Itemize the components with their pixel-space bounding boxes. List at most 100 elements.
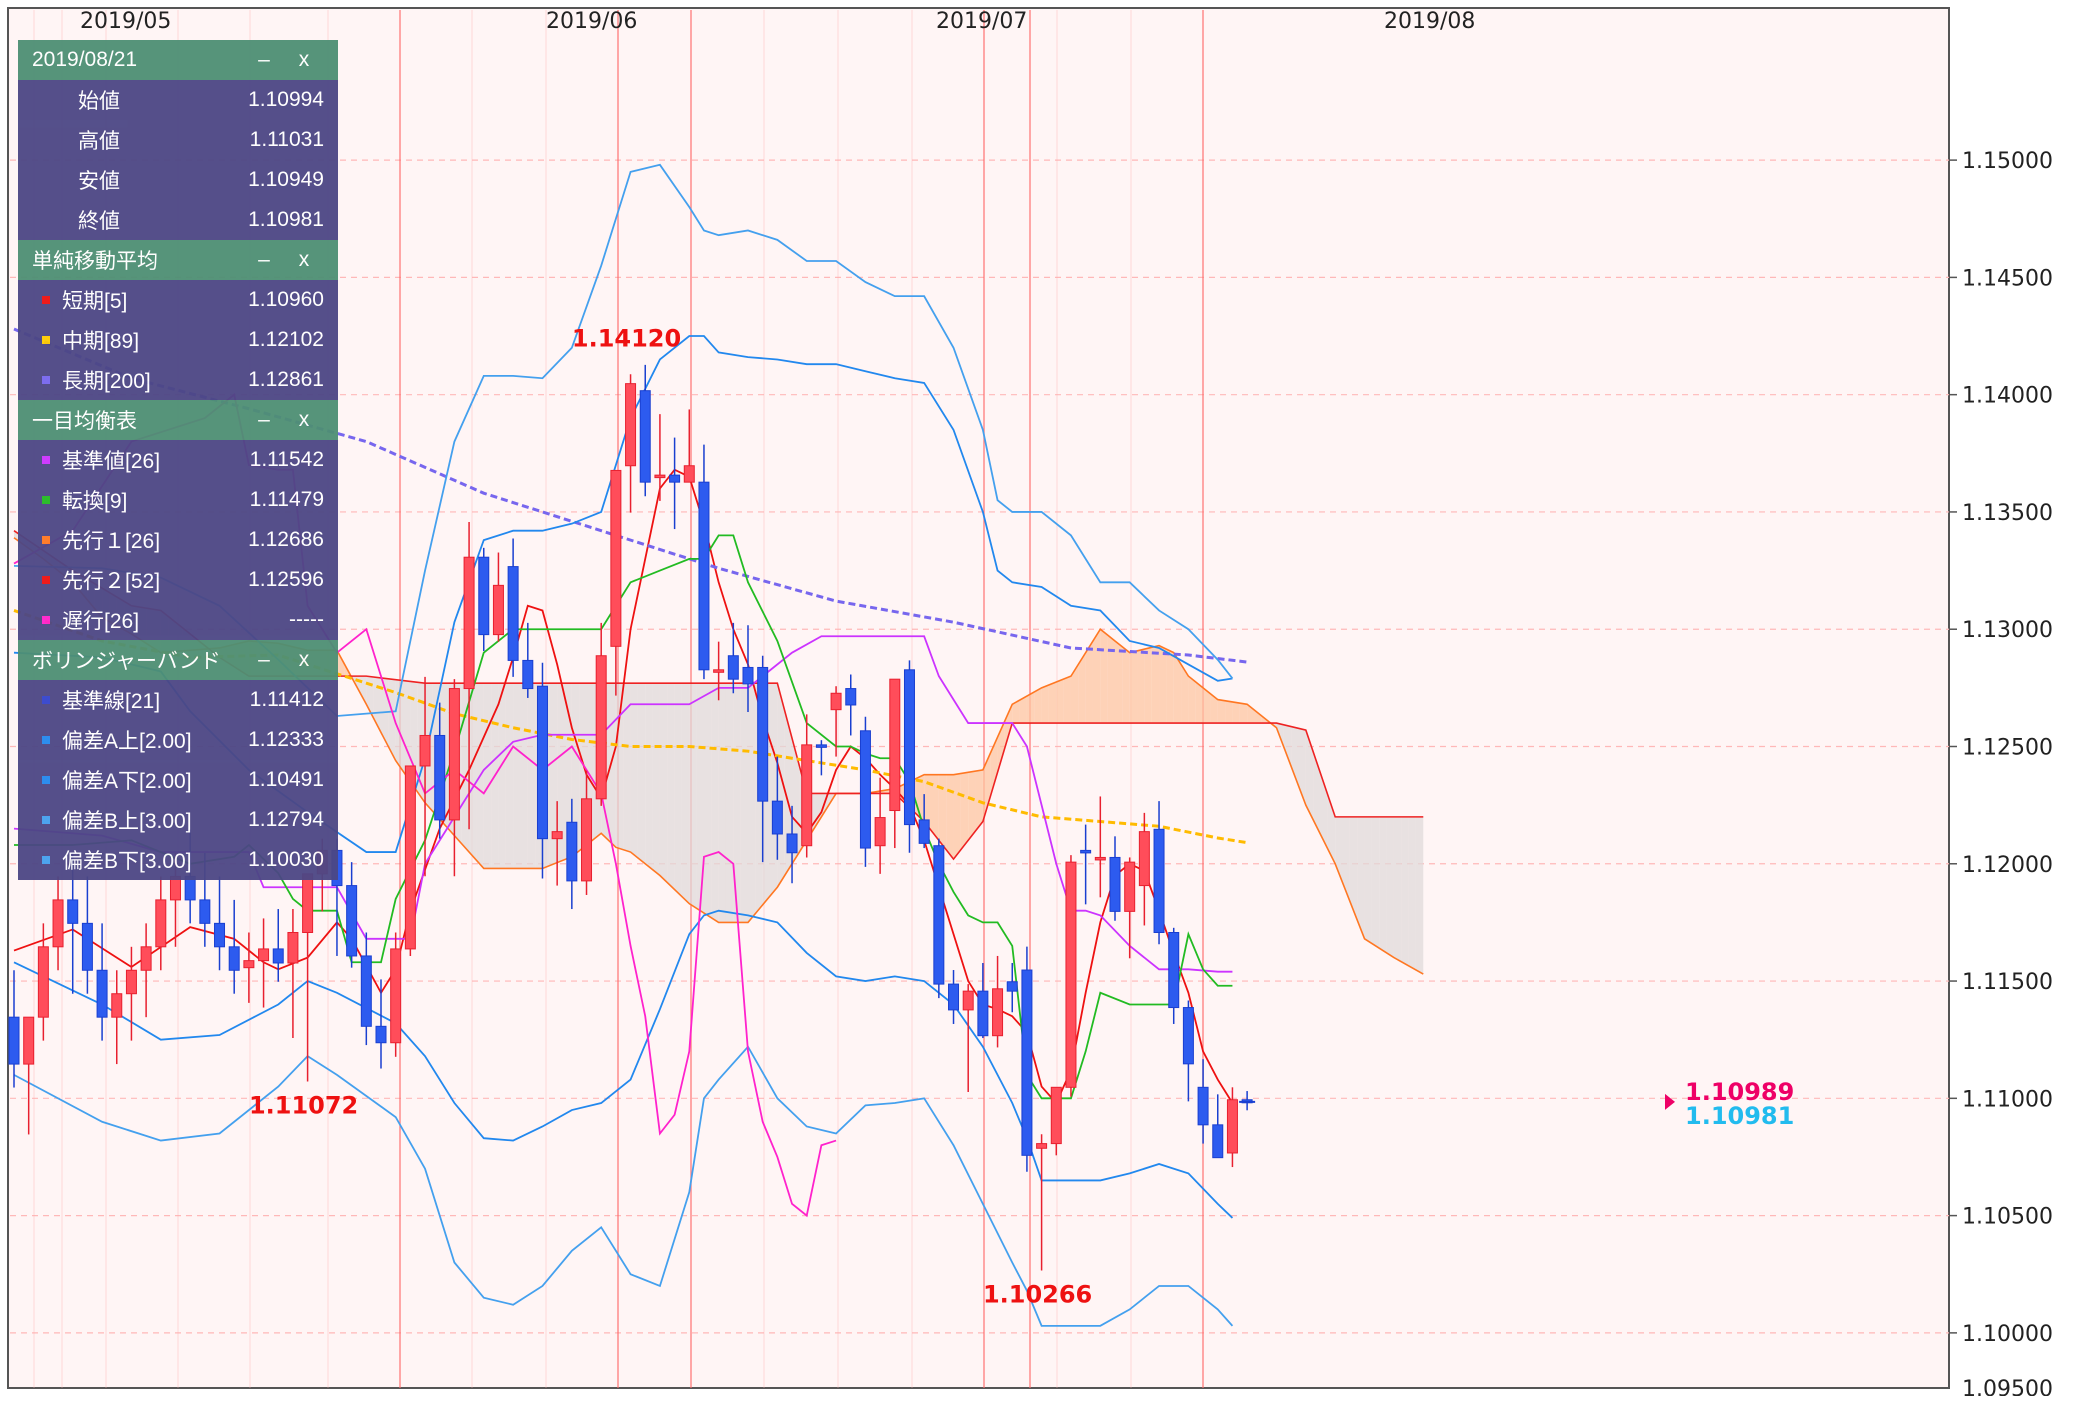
candle-body	[96, 969, 108, 1018]
indicator-row: 偏差B上[3.00] 1.12794	[18, 800, 338, 840]
x-tick-label: 2019/08	[1384, 9, 1475, 34]
cloud-segment	[1151, 645, 1160, 724]
indicator-label: 基準値[26]	[62, 450, 161, 473]
candlestick	[214, 876, 226, 971]
close-button[interactable]: x	[298, 648, 310, 671]
series-line	[13, 1045, 1234, 1327]
candlestick	[287, 909, 299, 1039]
candle-body	[742, 666, 754, 685]
price-annotation: 1.11072	[249, 1091, 358, 1119]
x-tick-label: 2019/07	[936, 9, 1027, 34]
indicator-label: 先行１[26]	[62, 530, 161, 553]
legend-swatch-icon	[42, 296, 50, 304]
cloud-segment	[931, 774, 939, 841]
indicator-row: 偏差A下[2.00] 1.10491	[18, 760, 338, 800]
cloud-segment	[953, 773, 961, 860]
cloud-segment	[777, 683, 785, 888]
cloud-segment	[1078, 652, 1086, 724]
minimize-button[interactable]: –	[258, 408, 270, 431]
candle-body	[140, 946, 152, 971]
candle-body	[654, 474, 666, 479]
x-tick-label: 2019/06	[546, 9, 637, 34]
candle-body	[125, 969, 137, 995]
cloud-segment	[1181, 664, 1189, 724]
cloud-segment	[1408, 816, 1416, 970]
cloud-segment	[1019, 696, 1027, 724]
candle-body	[933, 845, 945, 985]
candlestick	[463, 522, 475, 830]
candle-body	[360, 955, 372, 1027]
cloud-segment	[571, 683, 580, 857]
cloud-segment	[1357, 816, 1365, 939]
legend-swatch-icon	[42, 736, 50, 744]
candle-body	[713, 669, 725, 673]
candle-body	[81, 922, 93, 971]
candlestick	[52, 876, 64, 971]
candlestick	[1153, 801, 1165, 945]
candle-body	[625, 383, 637, 467]
close-button[interactable]: x	[298, 408, 310, 431]
cloud-segment	[792, 738, 800, 864]
indicator-value: 1.11542	[249, 448, 324, 471]
candle-body	[1182, 1007, 1194, 1065]
cloud-segment	[1320, 773, 1328, 850]
cloud-segment	[637, 683, 646, 864]
cloud-segment	[725, 683, 734, 923]
candlestick	[815, 740, 827, 776]
legend-swatch-icon	[42, 696, 50, 704]
candle-body	[507, 566, 519, 661]
candle-body	[1168, 931, 1180, 1009]
candle-body	[272, 948, 284, 964]
cloud-segment	[1203, 687, 1211, 724]
ohlc-row: 安値 1.10949	[18, 160, 338, 200]
y-tick-label: 1.14500	[1962, 266, 2053, 291]
candlestick	[1197, 1059, 1209, 1144]
candle-body	[419, 734, 431, 767]
candle-body	[1138, 831, 1150, 887]
ohlc-label: 始値	[78, 90, 120, 113]
candlestick	[346, 862, 358, 968]
candle-body	[948, 983, 960, 1011]
indicator-label: 基準線[21]	[62, 690, 161, 713]
cloud-segment	[623, 683, 631, 853]
minimize-button[interactable]: –	[258, 248, 270, 271]
candle-body	[551, 831, 563, 840]
candle-body	[1036, 1143, 1048, 1149]
candlestick	[1094, 796, 1106, 898]
candle-body	[111, 993, 123, 1018]
cloud-segment	[1401, 816, 1409, 966]
legend-swatch-icon	[42, 856, 50, 864]
indicator-row: 長期[200] 1.12861	[18, 360, 338, 400]
indicator-value: 1.11412	[249, 688, 324, 711]
candle-body	[801, 744, 813, 847]
indicator-row: 遅行[26] -----	[18, 600, 338, 640]
cloud-segment	[659, 683, 668, 883]
cloud-segment	[461, 683, 470, 853]
minimize-button[interactable]: –	[258, 648, 270, 671]
price-annotation: 1.10266	[983, 1280, 1092, 1308]
candlestick	[375, 979, 387, 1069]
candlestick	[125, 946, 137, 1041]
candlestick	[933, 838, 945, 999]
indicator-value: 1.12596	[248, 568, 324, 591]
close-button[interactable]: x	[298, 48, 310, 71]
candle-body	[757, 666, 769, 802]
candle-body	[375, 1025, 387, 1044]
cloud-segment	[1386, 816, 1394, 958]
cloud-segment	[1254, 710, 1262, 724]
minimize-button[interactable]: –	[258, 48, 270, 71]
close-button[interactable]: x	[298, 248, 310, 271]
price-annotations: 1.14120 1.11072 1.10266	[249, 325, 1092, 1309]
cloud-segment	[513, 683, 521, 869]
cloud-segment	[652, 683, 660, 876]
candle-body	[581, 798, 593, 882]
candle-body	[8, 1016, 20, 1065]
candle-body	[404, 765, 416, 950]
candlestick	[845, 674, 857, 736]
cloud-segment	[681, 683, 690, 904]
cloud-segment	[1107, 635, 1115, 724]
candle-body	[346, 885, 358, 957]
y-axis: 1.15000 1.14500 1.14000 1.13500 1.13000 1.125…	[1949, 149, 2053, 1401]
candlestick	[37, 923, 49, 1041]
candlestick	[698, 444, 710, 680]
